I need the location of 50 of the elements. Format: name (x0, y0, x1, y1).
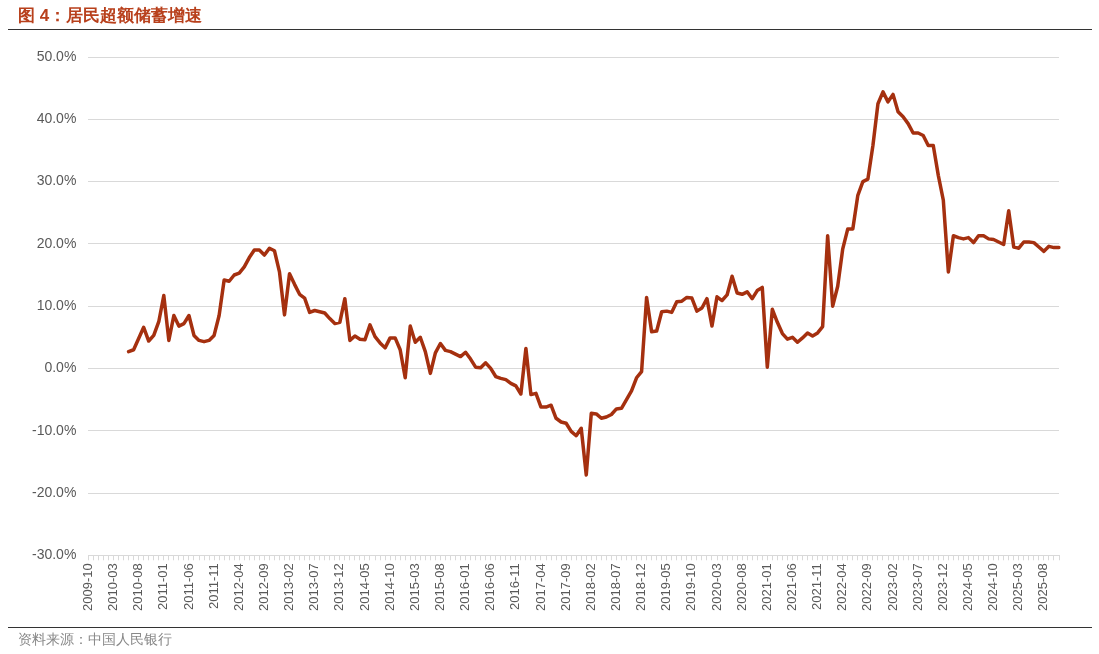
x-tick-label: 2016-01 (457, 563, 473, 612)
x-tick-label: 2018-12 (633, 563, 649, 612)
x-tick-label: 2011-01 (155, 563, 171, 611)
x-tick-label: 2024-05 (960, 563, 976, 612)
x-tick-label: 2019-05 (658, 563, 674, 612)
x-tick-label: 2017-09 (557, 563, 573, 612)
x-tick-label: 2025-03 (1010, 563, 1026, 612)
y-tick-label: 30.0% (36, 172, 77, 189)
y-tick-label: -30.0% (32, 546, 77, 563)
x-tick-label: 2021-06 (784, 563, 800, 612)
x-tick-label: 2024-10 (985, 563, 1001, 612)
x-tick-label: 2013-12 (331, 563, 347, 612)
x-tick-label: 2016-06 (482, 563, 498, 612)
x-tick-label: 2013-07 (306, 563, 322, 612)
x-tick-label: 2018-02 (582, 563, 598, 612)
x-tick-label: 2021-01 (758, 563, 774, 612)
x-tick-label: 2021-11 (809, 563, 825, 611)
x-tick-label: 2012-09 (255, 563, 271, 612)
x-tick-label: 2014-10 (381, 563, 397, 612)
x-tick-label: 2017-04 (532, 563, 548, 612)
x-tick-label: 2010-03 (105, 563, 121, 612)
text: 资料来源：中国人民银行 (18, 631, 172, 649)
y-tick-label: -10.0% (32, 421, 77, 438)
x-tick-label: 2018-07 (608, 563, 624, 612)
x-tick-label: 2014-05 (356, 563, 372, 612)
y-tick-label: 20.0% (36, 234, 77, 251)
x-tick-label: 2009-10 (79, 563, 95, 612)
x-tick-label: 2012-04 (230, 563, 246, 612)
y-tick-label: -20.0% (32, 483, 77, 500)
chart-title: 图 4：居民超额储蓄增速 (18, 5, 203, 27)
x-tick-label: 2015-08 (431, 563, 447, 612)
x-tick-label: 2022-09 (859, 563, 875, 612)
x-tick-label: 2022-04 (834, 563, 850, 612)
x-tick-label: 2023-12 (934, 563, 950, 612)
y-tick-label: 10.0% (36, 297, 77, 313)
x-tick-label: 2019-10 (683, 563, 699, 612)
x-tick-label: 2015-03 (406, 563, 422, 612)
y-tick-label: 0.0% (44, 359, 77, 376)
x-tick-label: 2025-08 (1035, 563, 1051, 612)
x-tick-label: 2016-11 (507, 563, 523, 611)
x-tick-label: 2023-07 (909, 563, 925, 612)
x-tick-label: 2010-08 (130, 563, 146, 612)
y-tick-label: 50.0% (36, 47, 77, 64)
x-tick-label: 2020-08 (733, 563, 749, 612)
x-tick-label: 2023-02 (884, 563, 900, 612)
x-tick-label: 2011-06 (180, 563, 196, 611)
x-tick-label: 2020-03 (708, 563, 724, 612)
y-tick-label: 40.0% (36, 110, 77, 127)
x-tick-label: 2013-02 (281, 563, 297, 612)
x-tick-label: 2011-11 (205, 563, 221, 610)
